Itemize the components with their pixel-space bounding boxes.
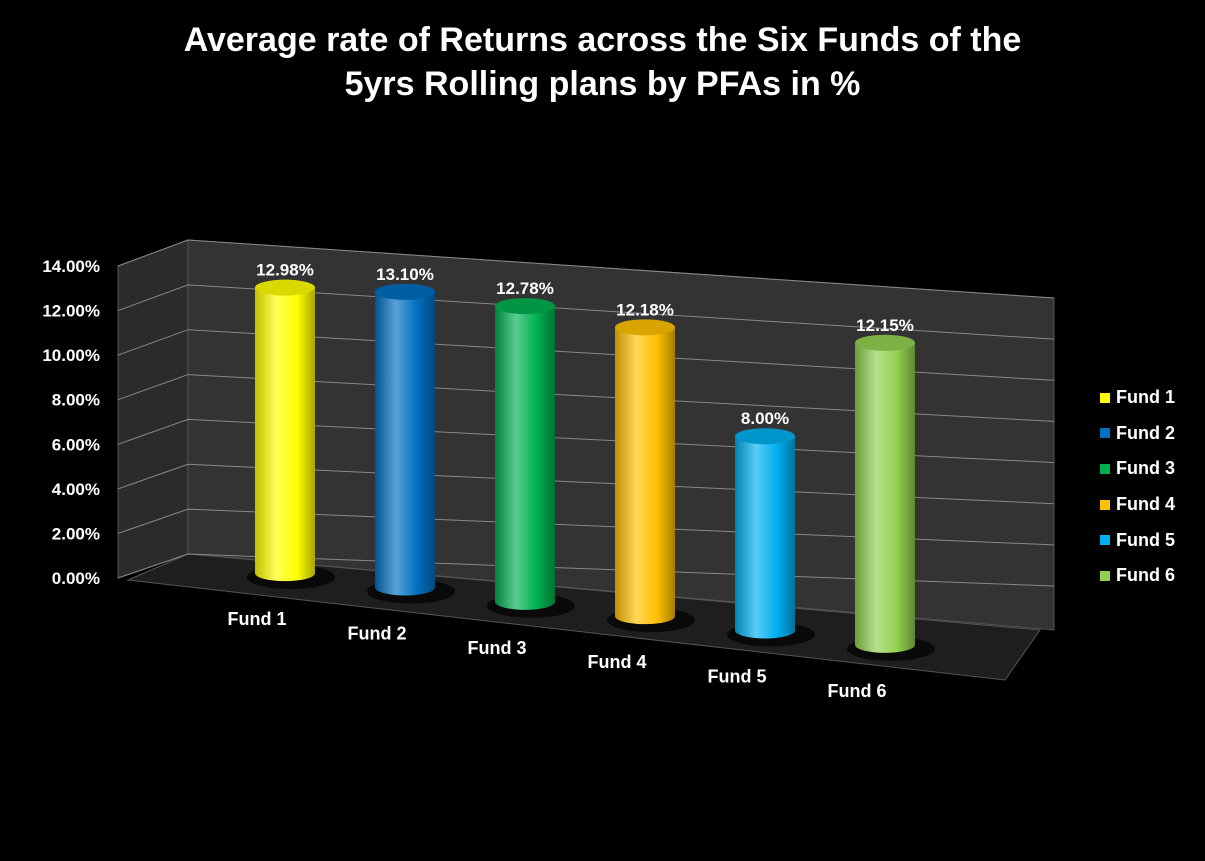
y-tick-label: 14.00% bbox=[42, 257, 100, 276]
bar-body bbox=[855, 342, 915, 653]
data-label: 13.10% bbox=[376, 265, 434, 284]
legend-label: Fund 2 bbox=[1116, 422, 1175, 443]
y-tick-label: 4.00% bbox=[52, 480, 100, 499]
gridline bbox=[117, 284, 1055, 340]
bar-body bbox=[375, 291, 435, 596]
legend-label: Fund 3 bbox=[1116, 458, 1175, 479]
legend-swatch bbox=[1100, 570, 1110, 581]
bar-body bbox=[495, 306, 555, 610]
chart-title: Average rate of Returns across the Six F… bbox=[0, 18, 1205, 106]
bar bbox=[607, 319, 695, 633]
bar-body bbox=[615, 327, 675, 625]
legend-label: Fund 5 bbox=[1116, 529, 1175, 550]
bar bbox=[487, 298, 575, 618]
legend-item: Fund 5 bbox=[1100, 522, 1175, 558]
gridline bbox=[117, 329, 1055, 381]
y-tick-label: 8.00% bbox=[52, 391, 100, 410]
gridline bbox=[117, 374, 1055, 422]
data-label: 12.18% bbox=[616, 300, 674, 319]
bar bbox=[727, 428, 815, 647]
bar bbox=[247, 279, 335, 590]
bars: 12.98% 13.10% 12.78% 12.18% 8.00% 12.15% bbox=[247, 261, 935, 661]
y-tick-label: 12.00% bbox=[42, 302, 100, 321]
x-tick-label: Fund 3 bbox=[468, 638, 527, 658]
legend-swatch bbox=[1100, 428, 1110, 439]
legend-item: Fund 4 bbox=[1100, 487, 1175, 523]
legend-swatch bbox=[1100, 463, 1110, 474]
x-tick-label: Fund 5 bbox=[708, 667, 767, 687]
chart-title-line-1: Average rate of Returns across the Six F… bbox=[183, 21, 1022, 59]
bar-top bbox=[735, 428, 795, 445]
chart-title-line-2: 5yrs Rolling plans by PFAs in % bbox=[344, 65, 861, 103]
gridline bbox=[117, 239, 1055, 299]
x-tick-label: Fund 4 bbox=[588, 652, 647, 672]
side-wall bbox=[117, 239, 189, 579]
bar bbox=[847, 334, 935, 661]
legend-swatch bbox=[1100, 392, 1110, 403]
data-label: 12.15% bbox=[856, 316, 914, 335]
bar-body bbox=[735, 436, 795, 639]
legend-swatch bbox=[1100, 535, 1110, 546]
legend-swatch bbox=[1100, 499, 1110, 510]
y-tick-label: 0.00% bbox=[52, 569, 100, 588]
bar-top bbox=[495, 298, 555, 315]
y-tick-label: 6.00% bbox=[52, 435, 100, 454]
x-tick-label: Fund 2 bbox=[348, 624, 407, 644]
legend-label: Fund 1 bbox=[1116, 387, 1175, 408]
legend-item: Fund 6 bbox=[1100, 558, 1175, 594]
bar-top bbox=[615, 319, 675, 336]
y-tick-label: 10.00% bbox=[42, 346, 100, 365]
bar-body bbox=[255, 287, 315, 582]
legend-label: Fund 4 bbox=[1116, 494, 1175, 515]
bar-top bbox=[255, 279, 315, 296]
bar-top bbox=[855, 334, 915, 351]
floor bbox=[126, 553, 1041, 681]
data-label: 12.98% bbox=[256, 261, 314, 280]
data-label: 12.78% bbox=[496, 279, 554, 298]
data-label: 8.00% bbox=[741, 409, 789, 428]
x-tick-label: Fund 1 bbox=[228, 609, 287, 629]
legend: Fund 1 Fund 2 Fund 3 Fund 4 Fund 5 Fund … bbox=[1100, 380, 1175, 594]
bar bbox=[367, 283, 455, 604]
legend-label: Fund 6 bbox=[1116, 565, 1175, 586]
legend-item: Fund 3 bbox=[1100, 451, 1175, 487]
legend-item: Fund 2 bbox=[1100, 416, 1175, 452]
legend-item: Fund 1 bbox=[1100, 380, 1175, 416]
x-tick-label: Fund 6 bbox=[828, 681, 887, 701]
bar-top bbox=[375, 283, 435, 300]
y-tick-label: 2.00% bbox=[52, 524, 100, 543]
y-axis-ticks: 0.00% 2.00% 4.00% 6.00% 8.00% 10.00% 12.00% 14.… bbox=[42, 257, 100, 588]
x-axis-ticks: Fund 1 Fund 2 Fund 3 Fund 4 Fund 5 Fund 6 bbox=[228, 609, 887, 701]
